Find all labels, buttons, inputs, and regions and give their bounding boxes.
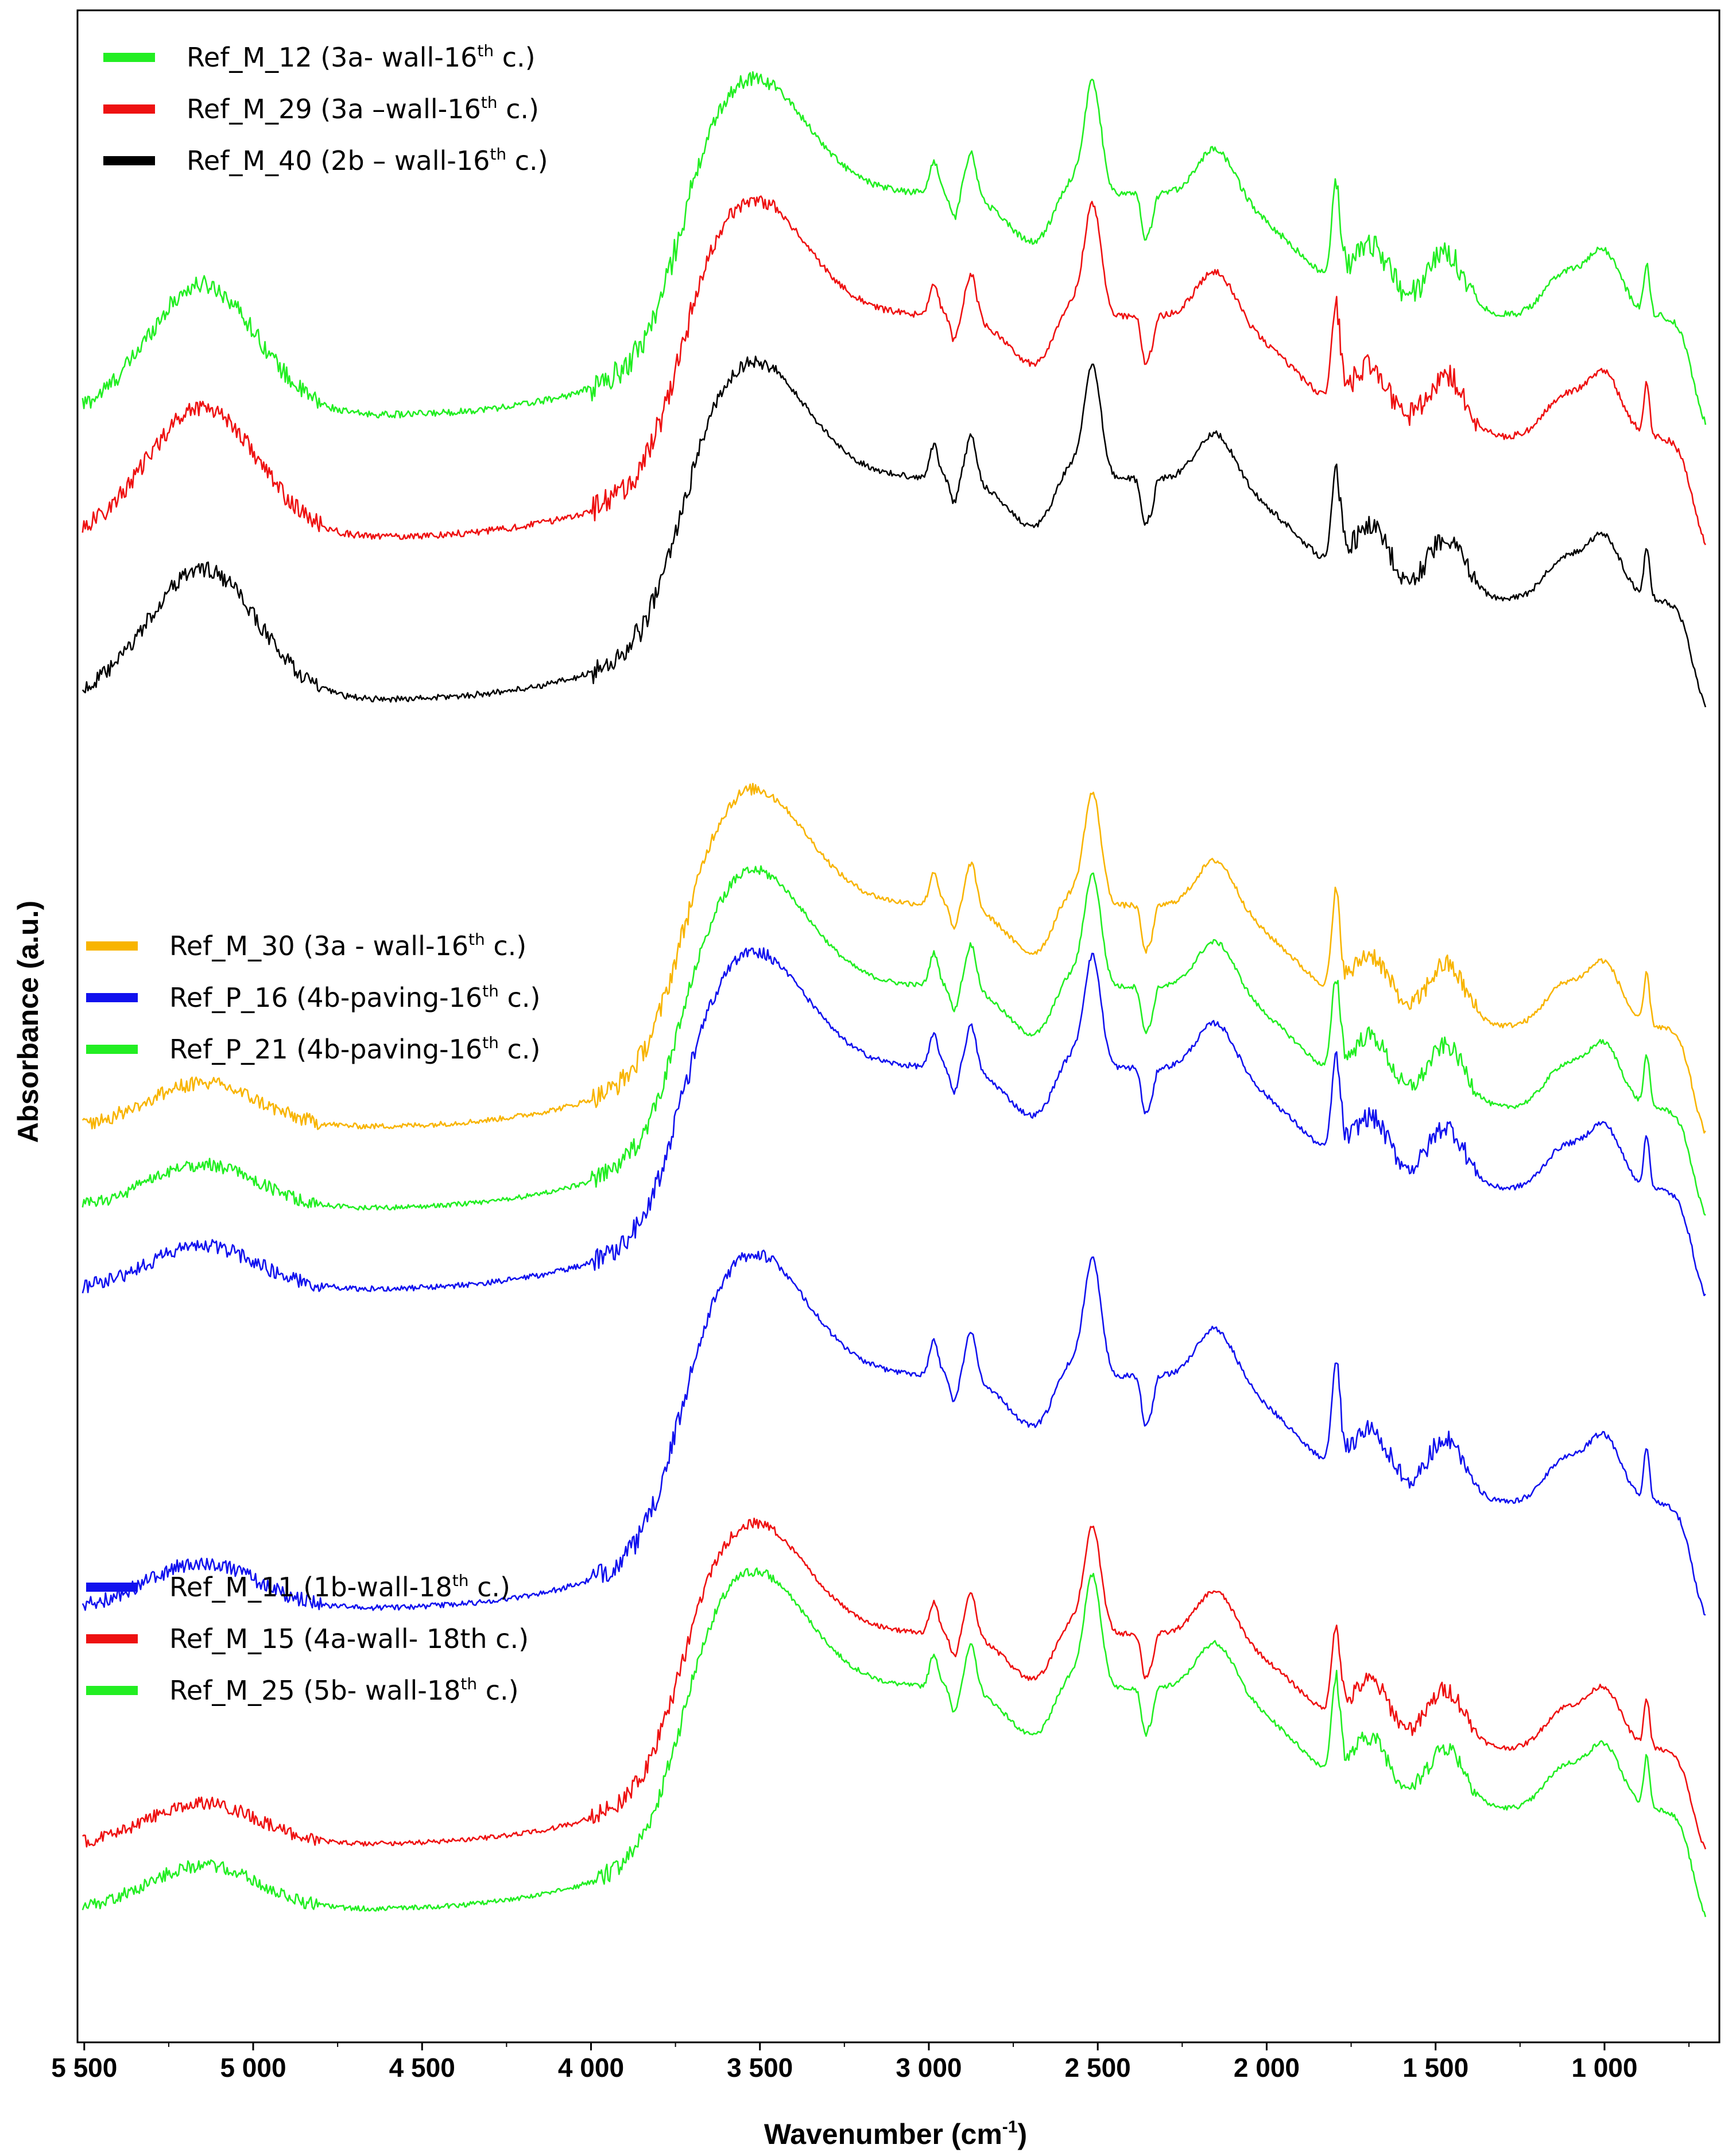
legend-label: Ref_M_15 (4a-wall- 18th c.) [169,1623,529,1654]
spectrum-line-ref-m-25 [82,1567,1707,1917]
x-tick-label: 2 000 [1234,2053,1300,2083]
legends-group: Ref_M_12 (3a- wall-16th c.) Ref_M_29 (3a … [86,41,548,1706]
spectrum-line-ref-m-11 [82,1249,1706,1616]
legend-label: Ref_M_29 (3a –wall-16th c.) [187,93,539,125]
spectrum-line-ref-p-16 [82,947,1706,1297]
x-tick-label: 1 000 [1571,2053,1637,2083]
legend-label: Ref_M_11 (1b-wall-18th c.) [169,1571,510,1603]
spectrum-line-ref-p-21 [82,865,1706,1216]
y-axis-label: Absorbance (a.u.) [12,901,44,1143]
x-tick-label: 3 500 [727,2053,793,2083]
legend-label: Ref_M_12 (3a- wall-16th c.) [187,41,536,73]
x-tick-label: 4 500 [389,2053,455,2083]
spectra-group [82,71,1707,1917]
legend-label: Ref_P_16 (4b-paving-16th c.) [169,982,540,1013]
x-tick-label: 5 500 [51,2053,117,2083]
x-axis-ticks: 5 500 5 000 4 500 4 000 3 500 3 000 2 500 2 000… [51,2042,1690,2083]
x-axis-label: Wavenumber (cm-1) [764,2118,1027,2150]
spectrum-line-ref-m-29 [82,195,1707,545]
spectrum-line-ref-m-12 [82,71,1707,425]
x-tick-label: 4 000 [558,2053,624,2083]
legend-label: Ref_M_30 (3a - wall-16th c.) [169,930,526,961]
spectrum-line-ref-m-30 [82,782,1706,1134]
spectrum-line-ref-m-15 [82,1517,1707,1849]
x-tick-label: 2 500 [1065,2053,1131,2083]
legend-label: Ref_M_25 (5b- wall-18th c.) [169,1674,519,1706]
x-tick-label: 5 000 [220,2053,286,2083]
x-tick-label: 1 500 [1402,2053,1468,2083]
plot-frame [76,9,1721,2043]
x-tick-label: 3 000 [896,2053,962,2083]
legend-label: Ref_M_40 (2b – wall-16th c.) [187,145,548,176]
spectrum-line-ref-m-40 [82,355,1707,708]
legend-label: Ref_P_21 (4b-paving-16th c.) [169,1033,540,1065]
